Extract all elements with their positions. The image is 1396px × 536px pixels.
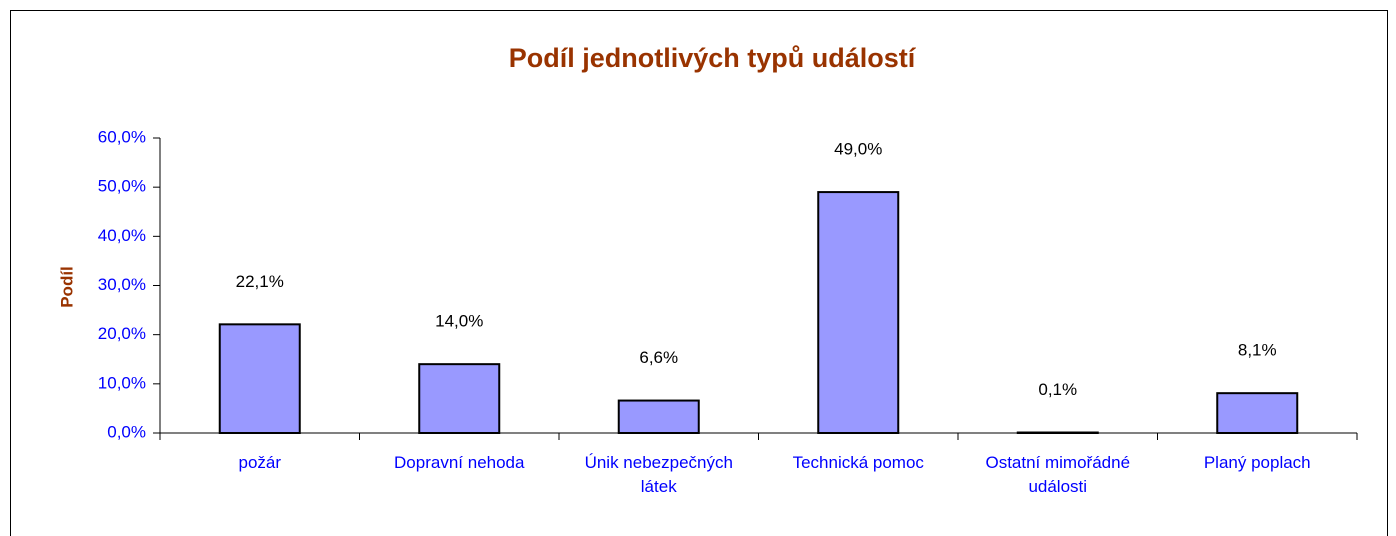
x-tick-label: Ostatní mimořádné události <box>985 453 1130 496</box>
chart-title: Podíl jednotlivých typů událostí <box>509 43 917 73</box>
chart-border <box>10 10 1388 536</box>
value-label: 22,1% <box>236 272 284 291</box>
y-tick-label: 30,0% <box>98 275 146 294</box>
y-tick-label: 20,0% <box>98 324 146 343</box>
y-tick-label: 60,0% <box>98 127 146 146</box>
value-label: 14,0% <box>435 312 483 331</box>
x-tick-label: Dopravní nehoda <box>394 453 525 472</box>
x-tick-label: Únik nebezpečných látek <box>585 453 733 496</box>
value-label: 8,1% <box>1238 341 1277 360</box>
y-tick-label: 0,0% <box>107 422 146 441</box>
bar <box>1216 392 1299 434</box>
x-tick-label: Planý poplach <box>1204 453 1311 472</box>
bar <box>418 363 501 434</box>
x-tick-label: Technická pomoc <box>793 453 925 472</box>
y-tick-label: 50,0% <box>98 177 146 196</box>
bar <box>218 323 301 435</box>
y-tick-label: 40,0% <box>98 226 146 245</box>
bar <box>617 399 700 434</box>
x-tick-label: požár <box>238 453 281 472</box>
value-label: 6,6% <box>639 348 678 367</box>
value-label: 49,0% <box>834 140 882 159</box>
y-axis-label: Podíl <box>57 266 76 308</box>
bar <box>817 191 900 434</box>
y-tick-label: 10,0% <box>98 373 146 392</box>
value-label: 0,1% <box>1038 380 1077 399</box>
